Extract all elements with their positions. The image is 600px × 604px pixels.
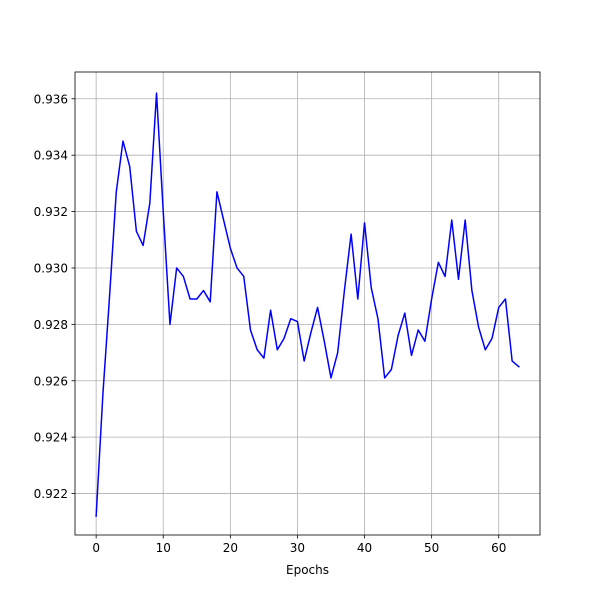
x-axis-label: Epochs xyxy=(286,563,329,577)
y-tick-label: 0.930 xyxy=(34,261,68,275)
x-tick-label: 20 xyxy=(223,541,238,555)
x-tick-label: 60 xyxy=(491,541,506,555)
y-tick-label: 0.924 xyxy=(34,431,68,445)
x-tick-label: 40 xyxy=(357,541,372,555)
y-tick-label: 0.926 xyxy=(34,374,68,388)
x-tick-label: 50 xyxy=(424,541,439,555)
y-tick-label: 0.934 xyxy=(34,149,68,163)
y-tick-label: 0.922 xyxy=(34,487,68,501)
y-tick-label: 0.928 xyxy=(34,318,68,332)
x-tick-label: 0 xyxy=(92,541,100,555)
y-tick-label: 0.936 xyxy=(34,92,68,106)
y-tick-label: 0.932 xyxy=(34,205,68,219)
x-tick-label: 30 xyxy=(290,541,305,555)
x-tick-label: 10 xyxy=(156,541,171,555)
